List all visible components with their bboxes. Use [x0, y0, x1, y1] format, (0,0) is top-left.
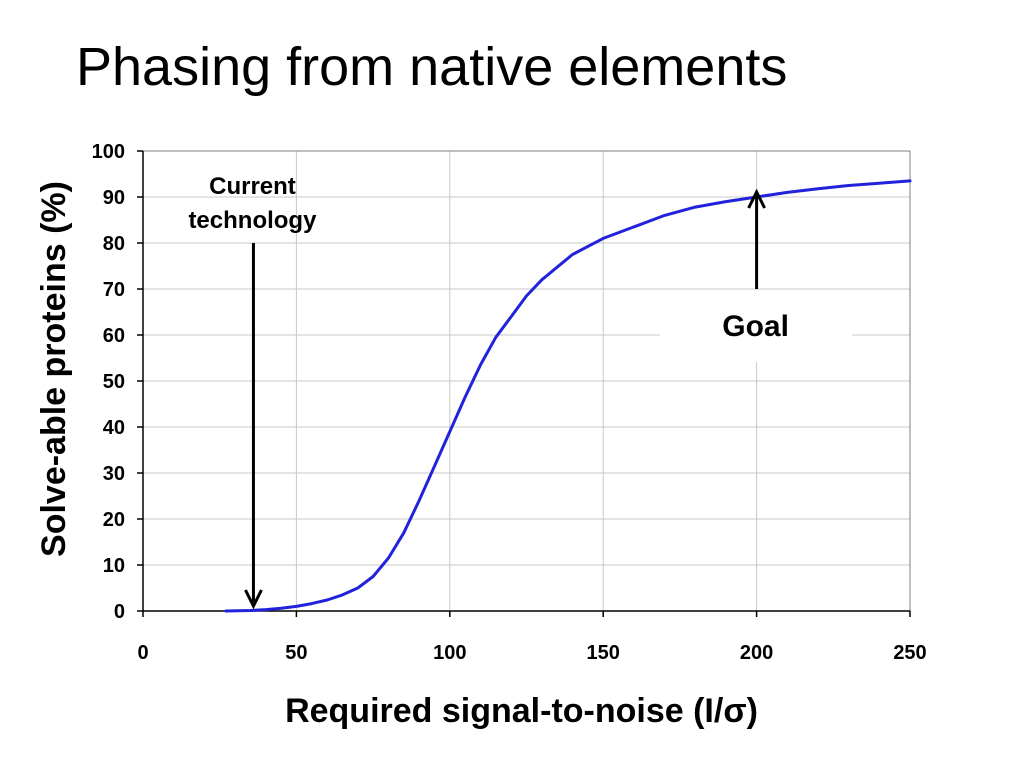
current-technology-label-line-0: Current — [209, 173, 296, 200]
current-technology-label-line-1: technology — [188, 207, 317, 234]
y-tick-label-10: 10 — [103, 555, 125, 577]
y-tick-label-20: 20 — [103, 509, 125, 531]
y-tick-label-70: 70 — [103, 279, 125, 301]
y-axis-label: Solve-able proteins (%) — [35, 181, 73, 557]
x-tick-label-200: 200 — [740, 642, 773, 664]
y-tick-label-80: 80 — [103, 233, 125, 255]
goal-label: Goal — [722, 310, 789, 343]
axes — [137, 150, 911, 617]
annotations: Current technology Goal — [188, 173, 852, 610]
y-tick-label-30: 30 — [103, 463, 125, 485]
x-axis-label: Required signal-to-noise (I/σ) — [285, 692, 758, 730]
x-tick-label-250: 250 — [893, 642, 926, 664]
goal-label-background — [660, 290, 852, 362]
y-tick-label-0: 0 — [114, 601, 125, 623]
y-tick-label-50: 50 — [103, 371, 125, 393]
y-tick-label-40: 40 — [103, 417, 125, 439]
x-tick-label-0: 0 — [137, 642, 148, 664]
series-layer — [224, 179, 912, 613]
y-tick-label-90: 90 — [103, 187, 125, 209]
tick-labels: 0 10 20 30 40 50 60 70 80 90 100 0 50 100 150 200 250 — [92, 141, 927, 664]
y-tick-label-100: 100 — [92, 141, 125, 163]
y-tick-label-60: 60 — [103, 325, 125, 347]
series-line-0 — [224, 179, 912, 613]
x-tick-label-150: 150 — [587, 642, 620, 664]
goal-arrowhead — [747, 188, 766, 209]
x-tick-label-100: 100 — [433, 642, 466, 664]
x-tick-label-50: 50 — [285, 642, 307, 664]
slide-title: Phasing from native elements — [76, 37, 788, 97]
current-technology-arrowhead — [244, 589, 263, 610]
